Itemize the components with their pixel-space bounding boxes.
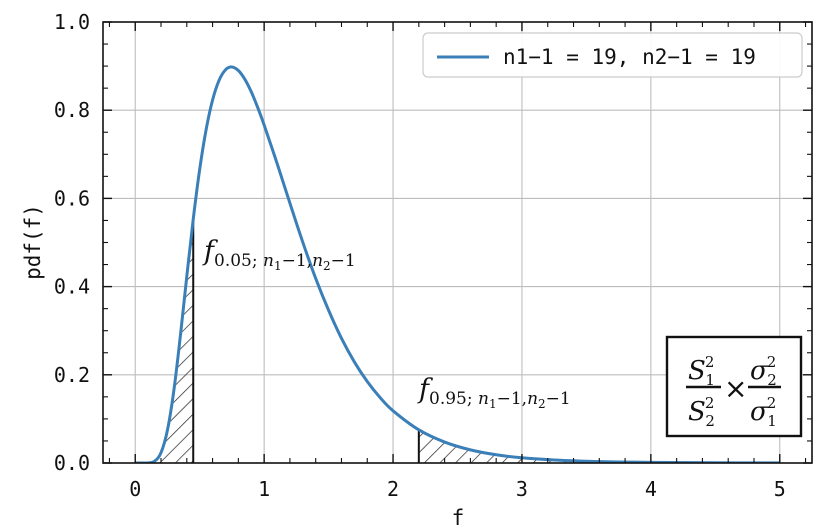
annotation-lower-critical: f0.05; n1−1,n2−1 [202,236,356,273]
legend-label: n1−1 = 19, n2−1 = 19 [503,45,756,69]
series-line-pdf [135,65,780,463]
axis-ticks [103,21,812,464]
y-tick-label: 0.6 [54,186,90,210]
y-tick-label: 0.8 [54,98,90,122]
x-tick-labels: 0 1 2 3 4 5 [129,477,786,501]
y-tick-labels: 0.0 0.2 0.4 0.6 0.8 1.0 [54,10,90,475]
hatched-region [418,429,780,463]
x-tick-label: 5 [774,477,786,501]
x-tick-label: 3 [516,477,528,501]
series-group [135,65,780,463]
formula-box: S2 1 S2 2 × σ2 2 σ2 1 [665,335,803,438]
x-tick-label: 2 [387,477,399,501]
y-axis-title: pdf(f) [21,204,45,280]
y-tick-label: 1.0 [54,10,90,34]
formula-s2: S2 2 [688,394,715,430]
formula-sigma2: σ2 2 [750,353,777,389]
y-tick-label: 0.4 [54,275,90,299]
formula-s1: S2 1 [688,353,715,389]
legend: n1−1 = 19, n2−1 = 19 [422,32,803,78]
x-axis-title: f [452,506,465,530]
y-tick-label: 0.2 [54,363,90,387]
x-tick-label: 4 [645,477,657,501]
hatched-region [135,219,194,463]
x-tick-label: 0 [129,477,141,501]
times-sign: × [724,372,747,405]
annotation-upper-critical: f0.95; n1−1,n2−1 [417,374,571,411]
formula-sigma1: σ2 1 [750,394,777,430]
y-tick-label: 0.0 [54,451,90,475]
legend-box [422,32,803,78]
hatched-regions [135,219,780,463]
x-tick-label: 1 [258,477,270,501]
